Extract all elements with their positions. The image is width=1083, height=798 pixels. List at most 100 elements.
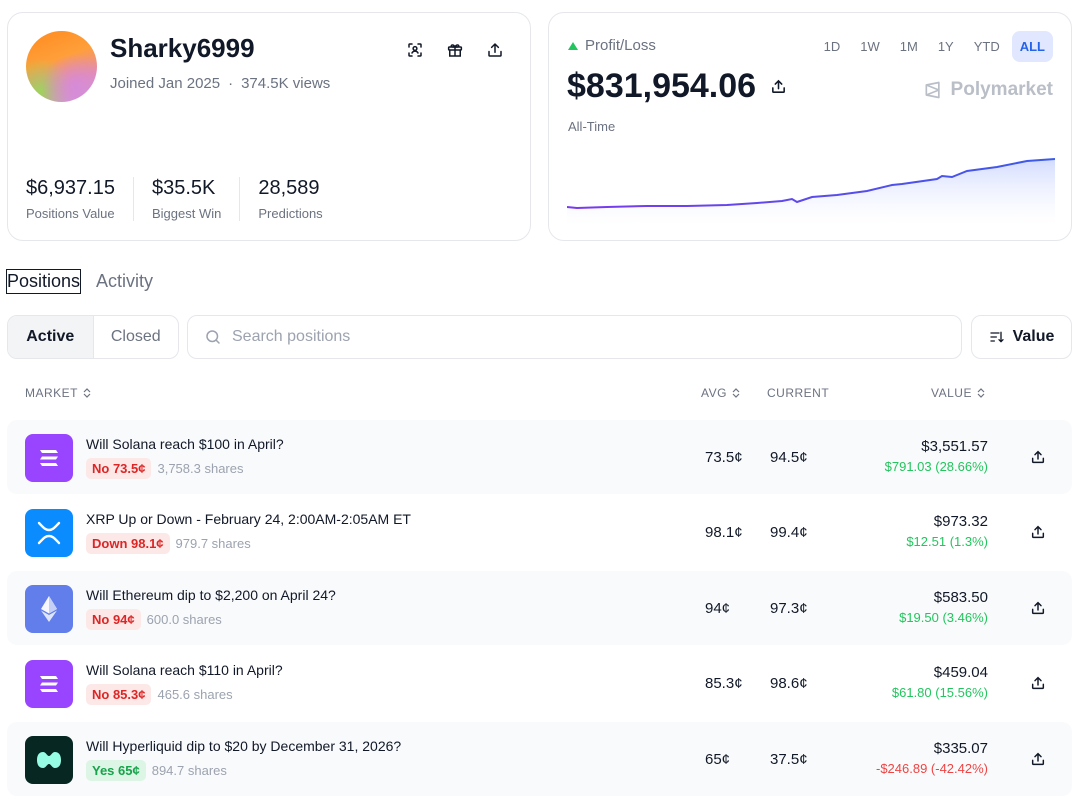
value-change: $12.51 (1.3%) bbox=[906, 534, 988, 549]
share-count: 3,758.3 shares bbox=[157, 461, 244, 476]
solana-icon bbox=[25, 660, 73, 708]
stat-predictions: 28,589 Predictions bbox=[258, 177, 340, 221]
share-position-button[interactable] bbox=[1028, 522, 1048, 542]
search-icon bbox=[206, 330, 220, 344]
avatar bbox=[26, 31, 97, 102]
ethereum-icon bbox=[25, 585, 73, 633]
outcome-badge: Yes 65¢ bbox=[86, 760, 146, 781]
column-label: VALUE bbox=[931, 386, 972, 400]
sort-toggle-icon bbox=[977, 388, 985, 398]
scan-button[interactable] bbox=[402, 37, 428, 63]
table-row[interactable]: Will Hyperliquid dip to $20 by December … bbox=[7, 722, 1072, 796]
column-value[interactable]: VALUE bbox=[931, 386, 986, 400]
market-title: Will Solana reach $100 in April? bbox=[86, 436, 284, 452]
position-meta: No 73.5¢ 3,758.3 shares bbox=[86, 458, 244, 479]
stat-biggest-win: $35.5K Biggest Win bbox=[151, 177, 241, 221]
pnl-chart bbox=[567, 158, 1055, 225]
share-count: 894.7 shares bbox=[151, 763, 227, 778]
column-label: AVG bbox=[701, 386, 727, 400]
status-filter: Active Closed bbox=[7, 315, 179, 359]
joined-date: Joined Jan 2025 bbox=[110, 75, 221, 92]
range-all[interactable]: ALL bbox=[1011, 31, 1053, 62]
column-avg[interactable]: AVG bbox=[701, 386, 741, 400]
sort-toggle-icon bbox=[732, 388, 740, 398]
tab-activity[interactable]: Activity bbox=[96, 271, 154, 291]
share-icon bbox=[1031, 676, 1045, 690]
current-price: 94.5¢ bbox=[770, 449, 808, 466]
market-title: Will Solana reach $110 in April? bbox=[86, 662, 283, 678]
view-count: 374.5K views bbox=[241, 75, 331, 92]
share-position-button[interactable] bbox=[1028, 447, 1048, 467]
share-icon bbox=[1031, 601, 1045, 615]
share-position-button[interactable] bbox=[1028, 673, 1048, 693]
brand: Polymarket bbox=[923, 79, 1053, 101]
current-price: 99.4¢ bbox=[770, 524, 808, 541]
column-label: MARKET bbox=[25, 386, 79, 400]
share-pnl-icon[interactable] bbox=[770, 78, 787, 95]
column-market[interactable]: MARKET bbox=[25, 386, 92, 400]
market-title: XRP Up or Down - February 24, 2:00AM-2:0… bbox=[86, 511, 411, 527]
search-input[interactable] bbox=[232, 328, 932, 346]
value-amount: $583.50 bbox=[933, 589, 988, 606]
stat-label: Predictions bbox=[258, 206, 323, 221]
profile-meta: Joined Jan 2025 · 374.5K views bbox=[110, 75, 330, 92]
range-1y[interactable]: 1Y bbox=[937, 39, 954, 54]
value-change: $61.80 (15.56%) bbox=[891, 685, 988, 700]
current-price: 98.6¢ bbox=[770, 675, 808, 692]
market-title: Will Ethereum dip to $2,200 on April 24? bbox=[86, 587, 336, 603]
profile-stats: $6,937.15 Positions Value $35.5K Biggest… bbox=[26, 177, 359, 221]
polymarket-logo-icon bbox=[925, 81, 940, 99]
sort-icon bbox=[989, 331, 1004, 343]
position-value: $335.07 -$246.89 (-42.42%) bbox=[876, 740, 988, 776]
value-amount: $335.07 bbox=[933, 740, 988, 757]
table-row[interactable]: Will Ethereum dip to $2,200 on April 24?… bbox=[7, 571, 1072, 645]
tab-positions[interactable]: Positions bbox=[5, 269, 82, 294]
stat-label: Biggest Win bbox=[151, 206, 222, 221]
filter-closed-button[interactable]: Closed bbox=[110, 328, 161, 345]
range-1w[interactable]: 1W bbox=[860, 39, 880, 54]
pnl-value-row: $831,954.06 bbox=[567, 67, 787, 106]
position-meta: No 94¢ 600.0 shares bbox=[86, 609, 222, 630]
table-row[interactable]: Will Solana reach $100 in April? No 73.5… bbox=[7, 420, 1072, 494]
position-value: $973.32 $12.51 (1.3%) bbox=[906, 513, 988, 549]
table-row[interactable]: XRP Up or Down - February 24, 2:00AM-2:0… bbox=[7, 495, 1072, 569]
stat-positions-value: $6,937.15 Positions Value bbox=[26, 177, 134, 221]
position-value: $459.04 $61.80 (15.56%) bbox=[892, 664, 988, 700]
value-change: -$246.89 (-42.42%) bbox=[875, 761, 988, 776]
username: Sharky6999 bbox=[110, 33, 255, 63]
column-current: CURRENT bbox=[767, 386, 829, 400]
range-1d[interactable]: 1D bbox=[823, 39, 841, 54]
avg-price: 85.3¢ bbox=[705, 675, 743, 692]
gift-button[interactable] bbox=[442, 37, 468, 63]
meta-separator: · bbox=[228, 75, 234, 92]
sort-label: Value bbox=[1012, 328, 1055, 345]
share-count: 600.0 shares bbox=[146, 612, 222, 627]
range-selector: 1D 1W 1M 1Y YTD ALL bbox=[816, 31, 1053, 62]
gift-icon bbox=[447, 44, 463, 57]
range-ytd[interactable]: YTD bbox=[973, 39, 1000, 54]
filter-active-button[interactable]: Active bbox=[8, 316, 94, 358]
scan-icon bbox=[408, 43, 422, 57]
value-change: $791.03 (28.66%) bbox=[884, 459, 988, 474]
position-value: $583.50 $19.50 (3.46%) bbox=[899, 589, 988, 625]
table-row[interactable]: Will Solana reach $110 in April? No 85.3… bbox=[7, 646, 1072, 720]
avg-price: 73.5¢ bbox=[705, 449, 743, 466]
share-count: 979.7 shares bbox=[175, 536, 251, 551]
stat-value: 28,589 bbox=[258, 177, 320, 199]
share-position-button[interactable] bbox=[1028, 598, 1048, 618]
share-icon bbox=[1031, 525, 1045, 539]
value-change: $19.50 (3.46%) bbox=[899, 610, 988, 625]
avg-price: 94¢ bbox=[705, 600, 731, 617]
current-price: 97.3¢ bbox=[770, 600, 808, 617]
range-1m[interactable]: 1M bbox=[899, 39, 918, 54]
share-profile-button[interactable] bbox=[482, 37, 508, 63]
sort-button[interactable]: Value bbox=[971, 315, 1072, 359]
column-label: CURRENT bbox=[767, 386, 830, 400]
avg-price: 65¢ bbox=[705, 751, 731, 768]
hyperliquid-icon bbox=[25, 736, 73, 784]
profile-actions bbox=[402, 37, 508, 63]
share-position-button[interactable] bbox=[1028, 749, 1048, 769]
current-price: 37.5¢ bbox=[770, 751, 808, 768]
sort-toggle-icon bbox=[83, 388, 91, 398]
stat-value: $6,937.15 bbox=[26, 177, 115, 199]
